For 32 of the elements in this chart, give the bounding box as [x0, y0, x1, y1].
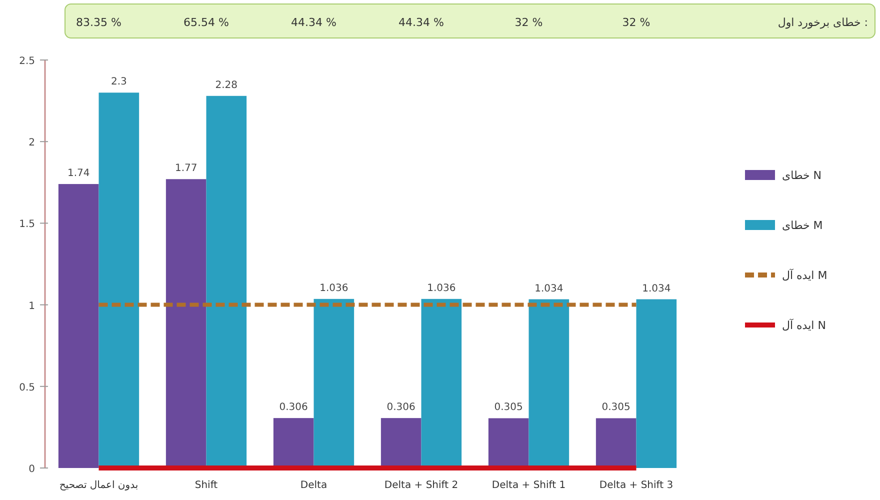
- data-label: 0.306: [279, 402, 308, 414]
- data-label: 1.034: [534, 283, 564, 294]
- data-label: 1.74: [67, 168, 90, 180]
- x-tick-label: بدون اعمال تصحیح: [59, 480, 138, 491]
- x-tick-label: Delta + Shift 1: [492, 480, 566, 491]
- bar: [58, 184, 99, 468]
- y-tick-label: 2.5: [19, 56, 35, 67]
- y-tick-label: 1: [28, 300, 35, 312]
- x-tick-label: Delta + Shift 3: [599, 480, 674, 491]
- bar: [98, 92, 140, 468]
- data-label: 0.305: [494, 402, 523, 414]
- data-label: 1.034: [642, 283, 671, 294]
- data-label: 0.305: [602, 402, 630, 414]
- x-tick-label: Delta + Shift 2: [384, 480, 458, 491]
- data-label: 1.77: [174, 163, 198, 174]
- data-label: 1.036: [427, 282, 456, 294]
- legend-label: ایده آل N: [782, 318, 826, 332]
- data-label: 0.306: [386, 402, 416, 414]
- legend-label: ایده آل M: [782, 268, 828, 282]
- x-tick-label: Shift: [194, 480, 218, 491]
- y-tick-label: 0.5: [19, 382, 35, 394]
- legend-label: خطای M: [782, 219, 823, 232]
- bar: [596, 418, 636, 468]
- data-label: 2.28: [215, 80, 238, 91]
- data-label: 1.036: [320, 282, 348, 294]
- legend-label: خطای N: [782, 169, 822, 182]
- bar: [636, 299, 677, 468]
- y-tick-label: 2: [28, 138, 35, 149]
- y-tick-label: 0: [28, 464, 35, 475]
- data-label: 2.3: [110, 76, 127, 88]
- y-tick-label: 1.5: [19, 219, 35, 230]
- x-tick-label: Delta: [300, 480, 328, 491]
